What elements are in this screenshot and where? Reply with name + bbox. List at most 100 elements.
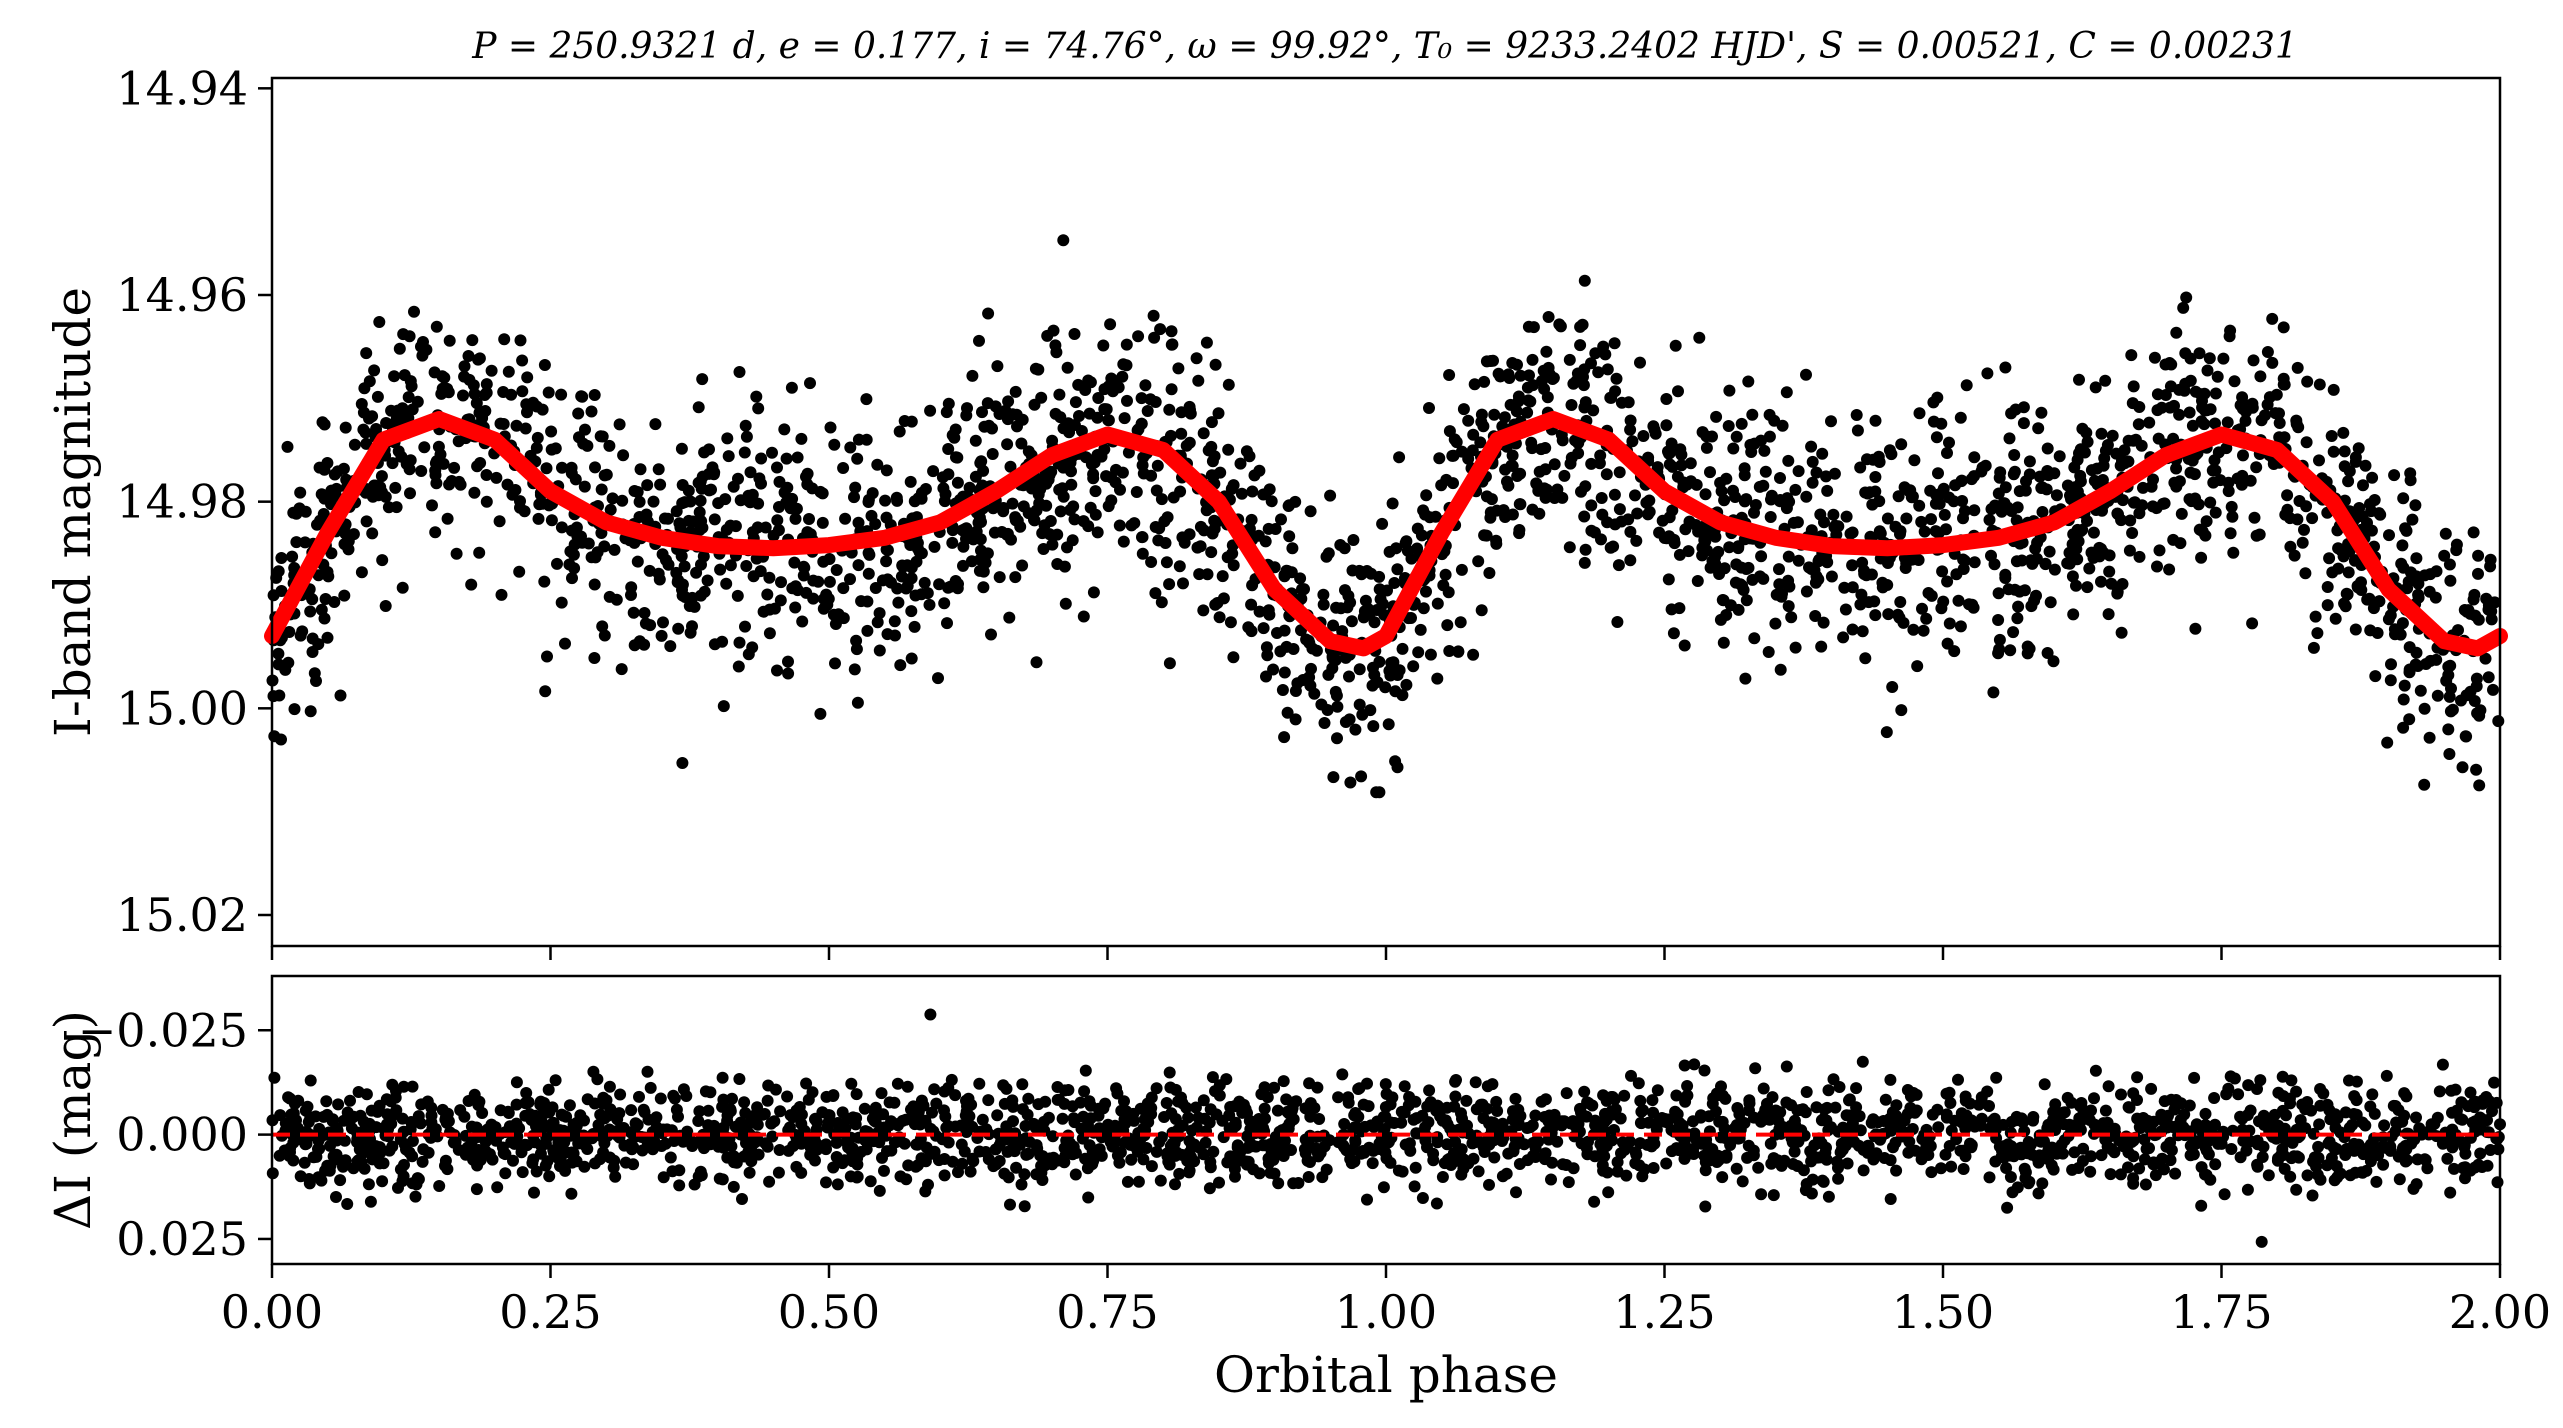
data-point <box>2071 553 2084 566</box>
residual-point <box>2377 1158 2390 1171</box>
residual-point <box>1865 1116 1878 1129</box>
data-point <box>1828 521 1841 534</box>
residual-point <box>476 1107 489 1119</box>
data-point <box>957 559 969 572</box>
data-point <box>679 591 692 603</box>
residual-point <box>976 1113 989 1126</box>
data-point <box>355 566 368 579</box>
residual-point <box>1506 1113 1519 1126</box>
residual-point <box>2475 1112 2488 1125</box>
data-point <box>551 557 563 570</box>
residual-point <box>1036 1174 1049 1186</box>
data-point <box>2470 680 2483 693</box>
data-point <box>795 432 808 445</box>
residual-point <box>2005 1115 2018 1128</box>
data-point <box>615 663 628 676</box>
data-point <box>2225 500 2238 513</box>
residual-point <box>1548 1108 1561 1121</box>
residual-point <box>631 1118 644 1131</box>
data-point <box>1197 604 1210 617</box>
data-point <box>1727 484 1739 497</box>
data-point <box>1446 449 1459 462</box>
residual-point <box>2321 1098 2334 1111</box>
data-point <box>788 556 801 569</box>
data-point <box>2228 375 2241 388</box>
data-point <box>608 543 621 556</box>
data-point <box>880 464 893 477</box>
residual-point <box>1889 1136 1902 1149</box>
residual-point <box>1373 1137 1386 1150</box>
residual-point <box>547 1144 560 1157</box>
data-point <box>2122 434 2135 447</box>
residual-point <box>2343 1074 2355 1087</box>
data-point <box>1066 534 1079 547</box>
data-point <box>946 429 959 442</box>
residual-point <box>1409 1095 1422 1108</box>
residual-point <box>1713 1115 1726 1128</box>
residual-point <box>2188 1135 2201 1147</box>
data-point <box>2397 492 2410 505</box>
data-point <box>445 475 458 487</box>
data-point <box>2246 617 2259 630</box>
data-point <box>1891 608 1904 621</box>
residual-point <box>1605 1091 1618 1103</box>
residual-point <box>664 1151 677 1164</box>
data-point <box>386 457 399 470</box>
residual-point <box>716 1071 729 1084</box>
data-point <box>1049 407 1062 420</box>
data-point <box>1016 413 1029 426</box>
residual-point <box>1481 1080 1494 1093</box>
residual-point <box>1436 1171 1449 1183</box>
data-point <box>771 461 783 474</box>
data-point <box>1574 320 1587 333</box>
data-point <box>434 448 447 461</box>
data-point <box>1498 411 1511 424</box>
residual-point <box>938 1085 951 1098</box>
data-point <box>923 598 936 611</box>
data-point <box>1578 510 1591 523</box>
data-point <box>1327 619 1340 632</box>
data-point <box>1379 681 1392 694</box>
data-point <box>676 757 689 769</box>
residual-point <box>875 1087 888 1100</box>
residual-point <box>1765 1157 1778 1170</box>
data-point <box>585 405 598 418</box>
data-point <box>1535 443 1548 456</box>
y-tick-label: −0.025 <box>78 1003 248 1057</box>
data-point <box>542 386 555 399</box>
residual-point <box>1186 1124 1198 1137</box>
data-point <box>1605 391 1618 404</box>
residual-point <box>1786 1136 1799 1149</box>
residual-point <box>1016 1103 1029 1116</box>
data-point <box>2227 546 2240 559</box>
data-point <box>2401 582 2414 595</box>
data-point <box>1330 689 1343 702</box>
data-point <box>480 386 493 399</box>
residual-point <box>1456 1112 1468 1125</box>
residual-point <box>831 1117 844 1129</box>
residual-point <box>1377 1181 1390 1194</box>
data-point <box>789 580 802 593</box>
data-point <box>768 602 781 615</box>
data-point <box>1504 398 1517 411</box>
residual-point <box>1529 1109 1542 1122</box>
data-point <box>2443 558 2456 571</box>
data-point <box>1393 451 1406 464</box>
residual-point <box>609 1170 622 1183</box>
residual-point <box>2095 1149 2108 1162</box>
data-point <box>1699 535 1712 548</box>
data-point <box>891 582 904 595</box>
data-point <box>1109 476 1122 489</box>
residual-point <box>2225 1143 2238 1155</box>
data-point <box>1785 611 1798 624</box>
data-point <box>2008 465 2021 478</box>
data-point <box>2067 608 2080 621</box>
data-point <box>1492 367 1505 380</box>
data-point <box>893 425 906 438</box>
data-point <box>894 659 907 672</box>
data-point <box>1894 596 1907 608</box>
data-point <box>1673 602 1686 615</box>
residual-point <box>1730 1162 1743 1175</box>
data-point <box>958 523 971 536</box>
data-point <box>1158 515 1171 528</box>
